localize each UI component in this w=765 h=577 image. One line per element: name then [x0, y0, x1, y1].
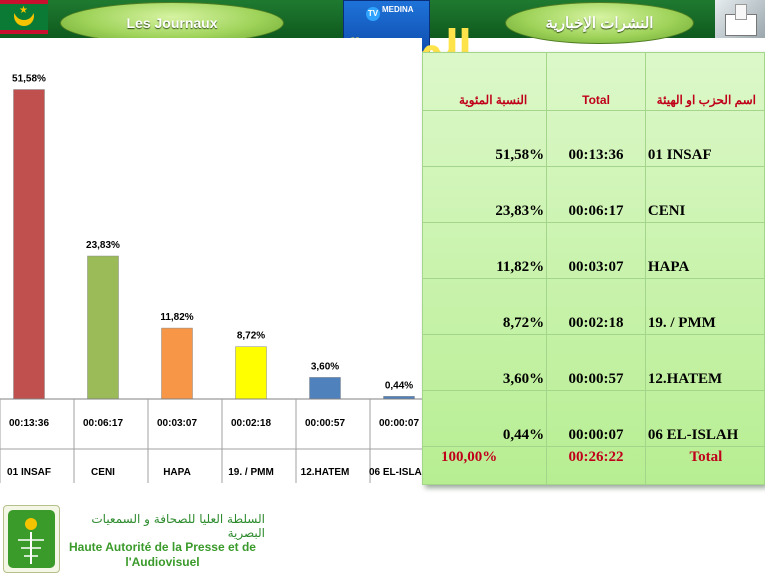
- haapa-logo: [3, 505, 60, 573]
- les-journaux-button[interactable]: Les Journaux: [60, 2, 284, 44]
- duration-tick-label: 00:00:07: [379, 418, 419, 429]
- category-tick-label: 01 INSAF: [7, 467, 51, 478]
- cell-total: 00:13:36: [546, 110, 646, 167]
- cell-party: CENI: [644, 166, 765, 223]
- duration-tick-label: 00:06:17: [83, 418, 123, 429]
- bar-value-label: 51,58%: [12, 74, 46, 85]
- table-row: 3,60% 00:00:57 12.HATEM: [421, 334, 765, 391]
- duration-tick-label: 00:00:57: [305, 418, 345, 429]
- authority-name: السلطة العليا للصحافة و السمعيات البصرية…: [60, 512, 265, 570]
- mauritania-flag-icon: ★: [0, 0, 48, 34]
- results-table: النسبة المئوية Total اسم الحزب او الهيئة…: [421, 52, 765, 485]
- ballot-paper: [735, 4, 747, 20]
- chart-background: [0, 38, 422, 483]
- category-tick-label: 06 EL-ISLAH: [369, 467, 422, 478]
- table-row: 0,44% 00:00:07 06 EL-ISLAH: [421, 390, 765, 447]
- haapa-emblem-icon: [8, 510, 55, 568]
- cell-total: 00:03:07: [546, 222, 646, 279]
- table-row: 23,83% 00:06:17 CENI: [421, 166, 765, 223]
- cell-percent: 3,60%: [421, 334, 548, 391]
- authority-name-fr-1: Haute Autorité de la Presse et de: [69, 540, 256, 554]
- tv-logo-tv: TV: [366, 7, 380, 21]
- cell-party: 01 INSAF: [644, 110, 765, 167]
- table-row: 11,82% 00:03:07 HAPA: [421, 222, 765, 279]
- table-header-row: النسبة المئوية Total اسم الحزب او الهيئة: [421, 52, 765, 111]
- tv-logo-latin: MEDINA: [382, 5, 414, 14]
- table-total-row: 100,00% 00:26:22 Total: [421, 446, 765, 485]
- header-party: اسم الحزب او الهيئة: [644, 52, 765, 111]
- category-tick-label: 19. / PMM: [228, 467, 274, 478]
- bar-value-label: 3,60%: [311, 361, 339, 372]
- cell-percent: 0,44%: [421, 390, 548, 447]
- star-icon: ★: [19, 5, 28, 16]
- duration-tick-label: 00:13:36: [9, 418, 49, 429]
- cell-total: 00:02:18: [546, 278, 646, 335]
- cell-percent: 11,82%: [421, 222, 548, 279]
- bar: [309, 377, 341, 400]
- bar: [13, 89, 45, 400]
- cell-total: 00:06:17: [546, 166, 646, 223]
- chart-axis-table: 00:13:36 01 INSAF 00:06:17 CENI 00:03:07 HAPA…: [0, 398, 422, 483]
- category-tick-label: CENI: [91, 467, 115, 478]
- cell-total: 00:00:07: [546, 390, 646, 447]
- total-percent: 100,00%: [421, 446, 548, 485]
- header-total: Total: [546, 52, 646, 111]
- table-row: 8,72% 00:02:18 19. / PMM: [421, 278, 765, 335]
- table-row: 51,58% 00:13:36 01 INSAF: [421, 110, 765, 167]
- bar: [235, 346, 267, 400]
- duration-tick-label: 00:03:07: [157, 418, 197, 429]
- cell-percent: 23,83%: [421, 166, 548, 223]
- cell-party: 06 EL-ISLAH: [644, 390, 765, 447]
- duration-tick-label: 00:02:18: [231, 418, 271, 429]
- cell-total: 00:00:57: [546, 334, 646, 391]
- category-tick-label: 12.HATEM: [301, 467, 350, 478]
- bar: [87, 255, 119, 400]
- cell-percent: 51,58%: [421, 110, 548, 167]
- bar-value-label: 0,44%: [385, 380, 413, 391]
- bar-value-label: 8,72%: [237, 331, 265, 342]
- results-table-panel: النسبة المئوية Total اسم الحزب او الهيئة…: [421, 52, 765, 485]
- total-label: Total: [644, 446, 765, 485]
- cell-party: 12.HATEM: [644, 334, 765, 391]
- bar: [161, 327, 193, 400]
- ballot-box-icon: [715, 0, 765, 38]
- cell-party: 19. / PMM: [644, 278, 765, 335]
- total-duration: 00:26:22: [546, 446, 646, 485]
- header-percent: النسبة المئوية: [421, 52, 548, 111]
- authority-name-fr-2: l'Audiovisuel: [125, 555, 200, 569]
- bars-layer: 51,58% 23,83% 11,82% 8,72% 3,60% 0,44%: [12, 74, 415, 400]
- category-tick-label: HAPA: [163, 467, 191, 478]
- news-bulletins-button[interactable]: النشرات الإخبارية: [505, 2, 694, 44]
- cell-party: HAPA: [644, 222, 765, 279]
- bar-chart: 51,58% 23,83% 11,82% 8,72% 3,60% 0,44% 00:13:…: [0, 38, 422, 483]
- cell-percent: 8,72%: [421, 278, 548, 335]
- bar-value-label: 11,82%: [160, 312, 193, 323]
- bar-value-label: 23,83%: [86, 240, 120, 251]
- authority-name-ar: السلطة العليا للصحافة و السمعيات البصرية: [91, 512, 265, 540]
